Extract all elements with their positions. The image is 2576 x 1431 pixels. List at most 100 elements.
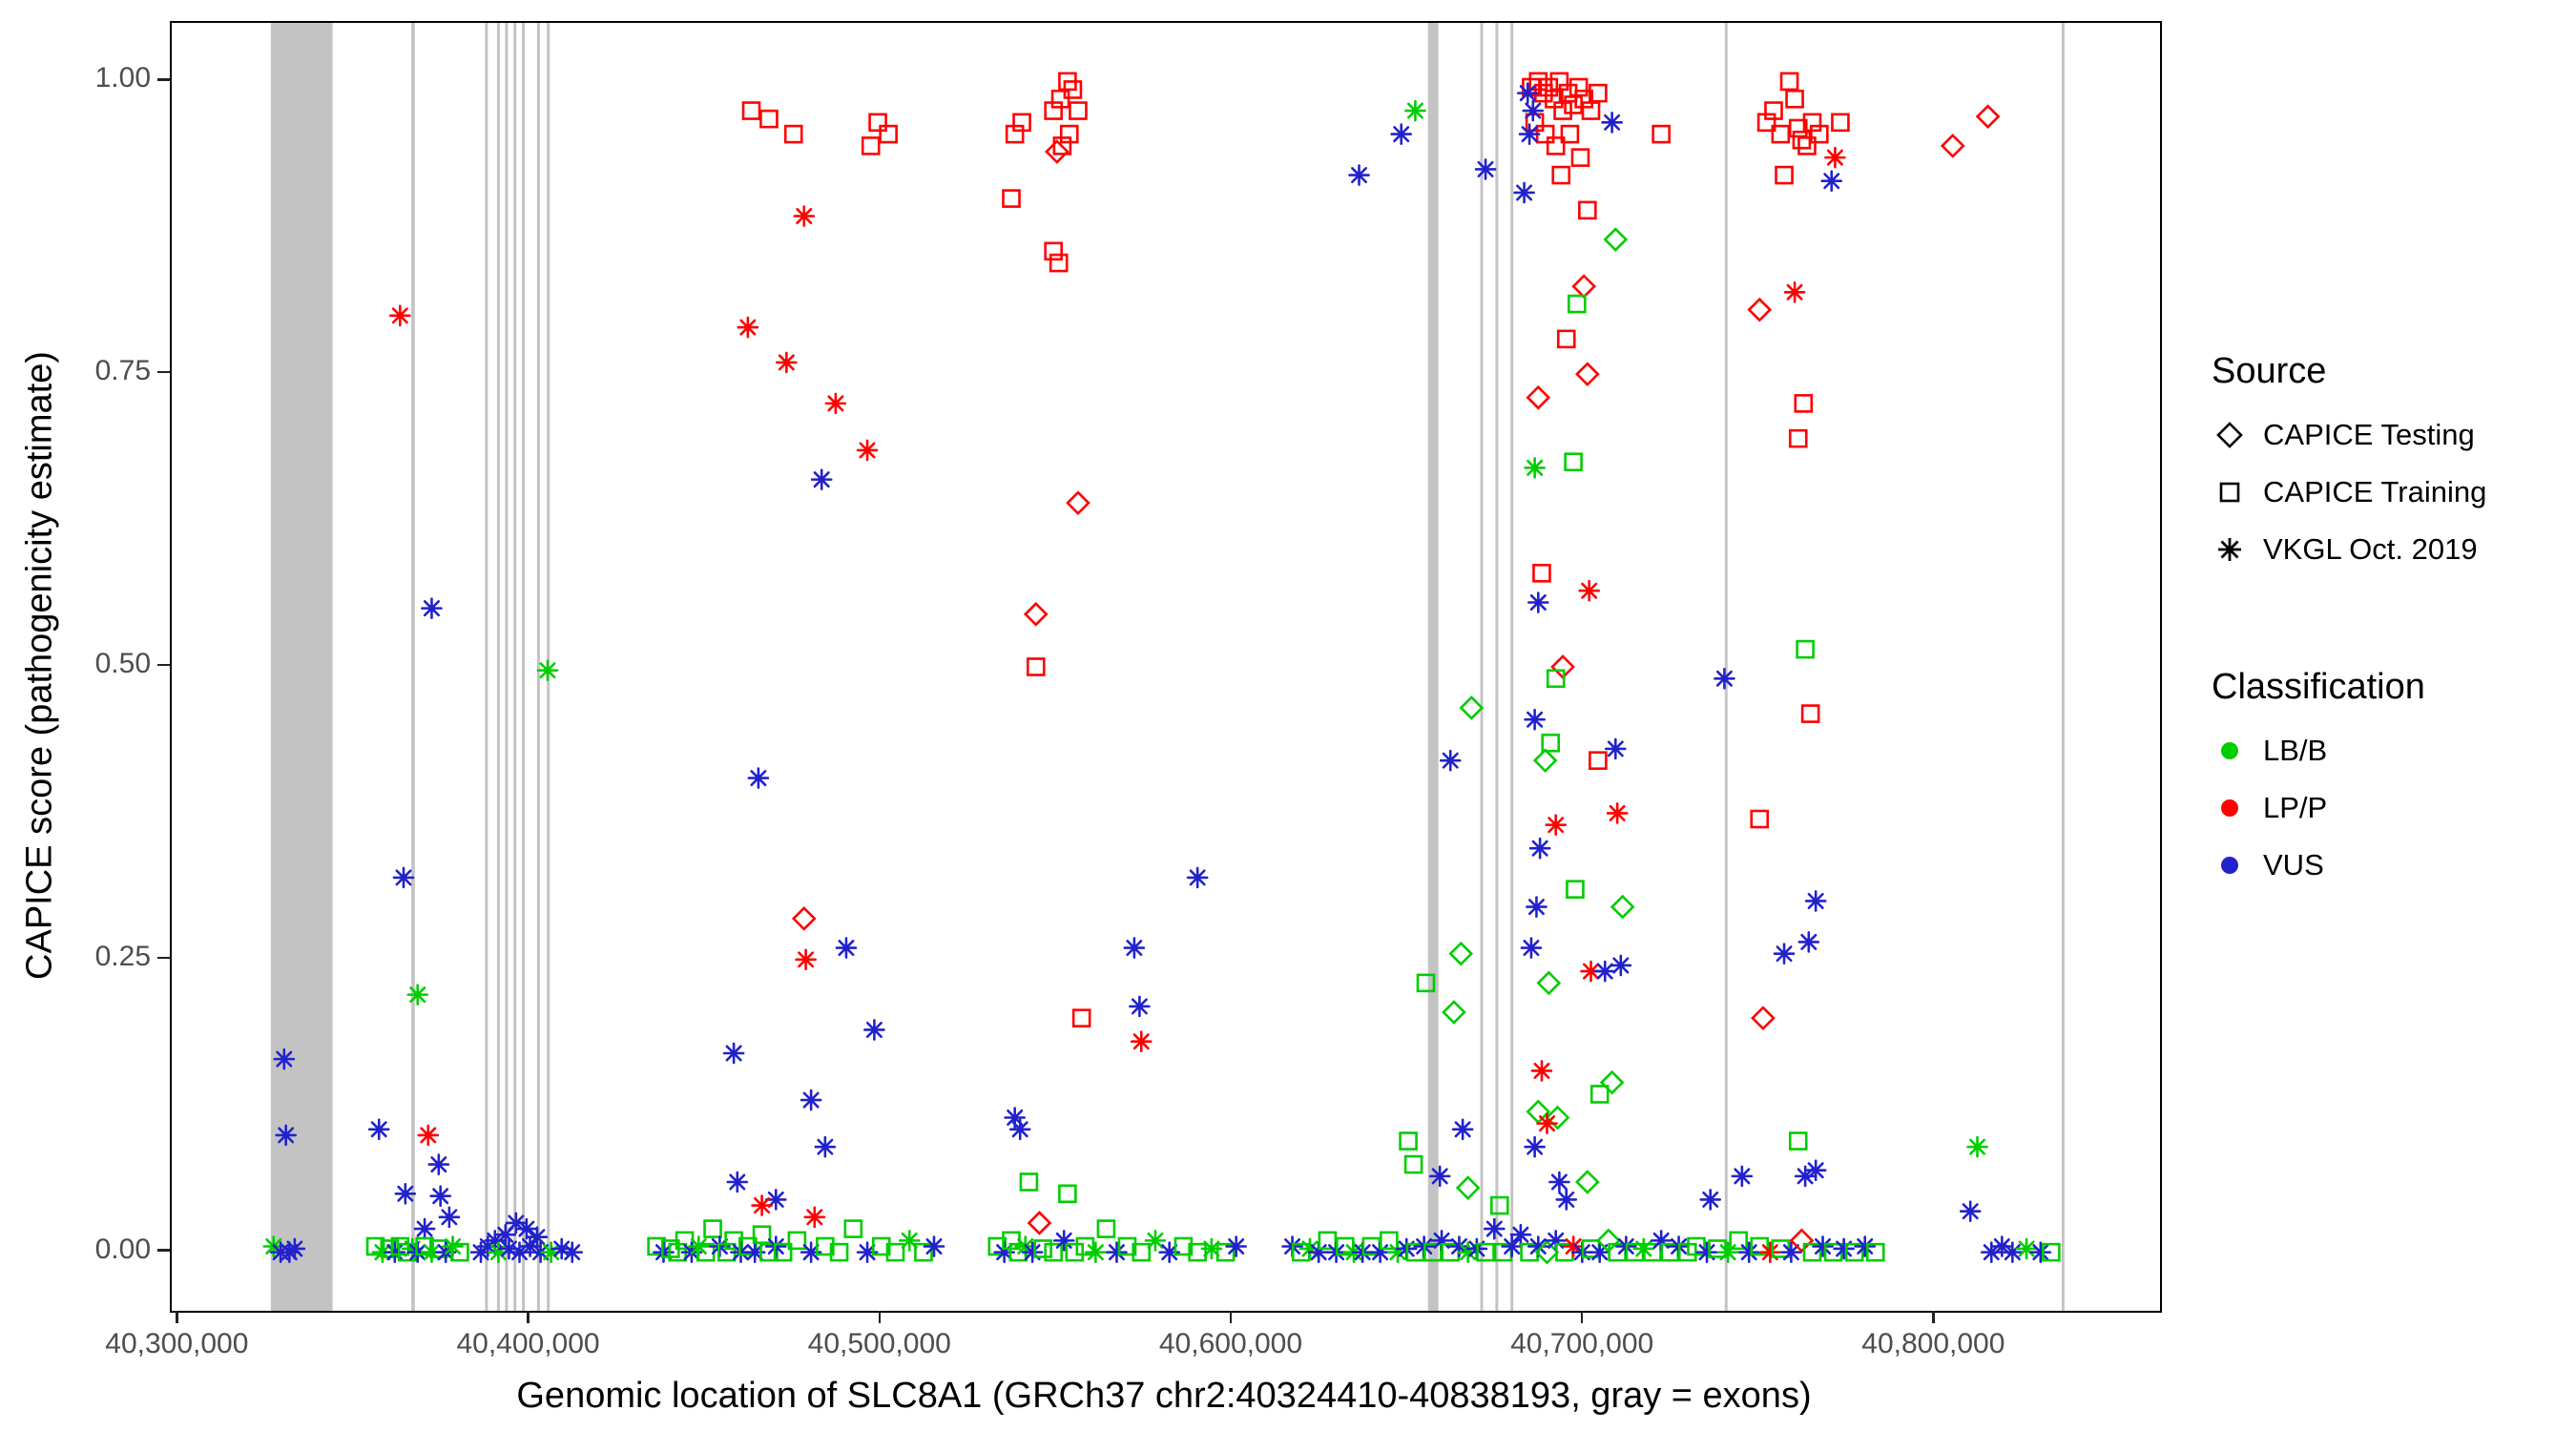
data-point-diamond [1045, 139, 1070, 164]
data-point-asterisk [2002, 1241, 2024, 1263]
exon-band [1724, 23, 1728, 1311]
y-axis-tick [157, 370, 170, 374]
data-point-asterisk [1516, 82, 1539, 104]
data-point-asterisk [413, 1217, 436, 1240]
data-point-square [1553, 101, 1572, 120]
data-point-square [1643, 1242, 1662, 1262]
data-point-square [1785, 89, 1804, 109]
data-point-diamond [1459, 695, 1485, 720]
data-point-square [1556, 329, 1576, 349]
data-point-asterisk [1451, 1118, 1474, 1141]
data-point-square [1810, 124, 1829, 144]
data-point-asterisk [392, 866, 415, 889]
data-point-diamond [1455, 1175, 1481, 1200]
data-point-asterisk [526, 1226, 549, 1248]
data-point-square [1188, 1242, 1207, 1262]
exon-band [270, 23, 333, 1311]
data-point-square [1044, 241, 1063, 261]
data-point-asterisk [477, 1235, 499, 1257]
data-point-square [1049, 253, 1069, 273]
data-point-asterisk [494, 1223, 517, 1246]
data-point-asterisk [726, 1171, 749, 1193]
data-point-asterisk [1966, 1135, 1988, 1158]
exon-band [2061, 23, 2065, 1311]
data-point-square [1566, 880, 1585, 899]
data-point-asterisk [421, 597, 443, 619]
data-point-asterisk [1369, 1241, 1391, 1263]
data-point-square [1796, 639, 1815, 659]
blue-dot-icon [2221, 857, 2238, 874]
data-point-asterisk [1804, 890, 1827, 912]
data-point-asterisk [1448, 1235, 1470, 1257]
data-point-square [1771, 124, 1791, 144]
data-point-asterisk [1008, 1118, 1031, 1141]
y-axis-title: CAPICE score (pathogenicity estimate) [19, 351, 60, 980]
data-point-square [1788, 1131, 1808, 1151]
exon-band [513, 23, 517, 1311]
data-point-square [1012, 113, 1031, 133]
y-axis-tick [157, 663, 170, 667]
data-point-square [450, 1242, 469, 1262]
data-point-asterisk [824, 392, 847, 415]
data-point-diamond [1975, 104, 2001, 130]
data-point-asterisk [1144, 1230, 1167, 1252]
data-point-asterisk [1186, 866, 1209, 889]
data-point-asterisk [1526, 896, 1548, 918]
data-point-square [1132, 1242, 1152, 1262]
data-point-asterisk [747, 767, 770, 789]
data-point-square [1578, 200, 1597, 220]
data-point-square [1044, 1242, 1063, 1262]
data-point-square [1528, 72, 1548, 92]
data-point-square [1797, 136, 1817, 156]
y-axis-tick [157, 1249, 170, 1252]
data-point-asterisk [417, 1124, 440, 1147]
data-point-square [1792, 130, 1812, 150]
x-axis-tick-label: 40,300,000 [105, 1328, 249, 1359]
data-point-asterisk [1530, 1060, 1553, 1082]
data-point-asterisk [1085, 1241, 1107, 1263]
data-point-asterisk [1959, 1200, 1982, 1222]
data-point-asterisk [1716, 1241, 1739, 1263]
data-point-square [1075, 1236, 1095, 1256]
data-point-diamond [1526, 1099, 1551, 1125]
data-point-asterisk [1528, 837, 1551, 860]
data-point-asterisk [498, 1237, 520, 1260]
data-point-square [861, 136, 881, 156]
data-point-diamond [1545, 1105, 1570, 1130]
data-point-square [1546, 669, 1566, 689]
data-point-asterisk [765, 1189, 787, 1211]
data-point-square [885, 1242, 905, 1262]
exon-band [411, 23, 415, 1311]
data-point-asterisk [795, 948, 817, 971]
data-point-asterisk [1812, 1235, 1834, 1257]
asterisk-icon [2218, 538, 2241, 561]
data-point-asterisk [1593, 960, 1616, 983]
data-point-asterisk [1606, 802, 1629, 824]
data-point-square [1476, 1242, 1495, 1262]
data-point-asterisk [800, 1089, 822, 1111]
data-point-asterisk [898, 1230, 921, 1252]
data-point-asterisk [856, 439, 879, 462]
data-point-square [1174, 1236, 1194, 1256]
data-point-asterisk [1130, 1030, 1153, 1053]
data-point-diamond [1526, 384, 1551, 410]
data-point-asterisk [1501, 1235, 1523, 1257]
data-point-asterisk [803, 1206, 826, 1229]
data-point-square [741, 101, 761, 120]
data-point-diamond [1610, 894, 1635, 920]
data-point-asterisk [1457, 1241, 1479, 1263]
exon-band [1427, 23, 1439, 1311]
plot-panel [170, 21, 2162, 1313]
legend-item-label: CAPICE Training [2263, 475, 2487, 508]
data-point-asterisk [1783, 280, 1806, 303]
data-point-square [1652, 124, 1671, 144]
data-point-asterisk [1509, 1223, 1532, 1246]
data-point-square [1788, 428, 1808, 448]
data-point-asterisk [1562, 1235, 1585, 1257]
legend-item-lbb: LB/B [2212, 733, 2574, 769]
data-point-square [1865, 1242, 1885, 1262]
data-point-asterisk [536, 659, 559, 681]
exon-band [536, 23, 540, 1311]
data-point-asterisk [1430, 1230, 1453, 1252]
